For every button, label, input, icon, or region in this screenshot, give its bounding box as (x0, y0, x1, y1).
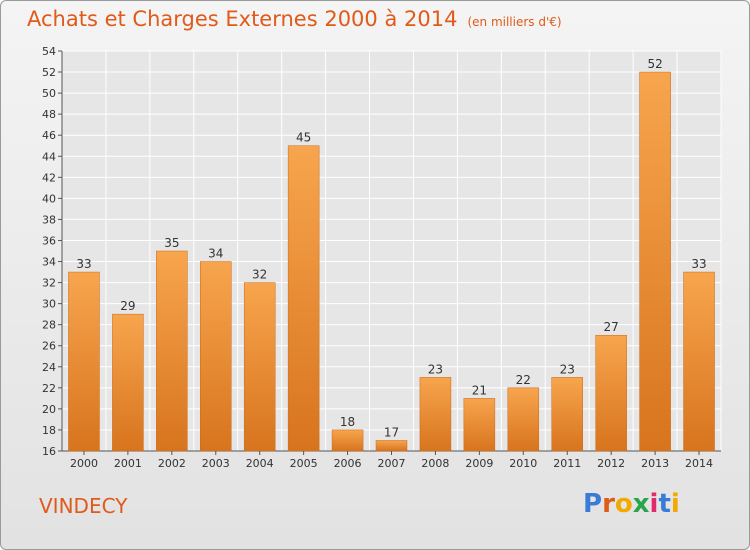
x-tick-label: 2008 (421, 457, 449, 470)
y-tick-label: 22 (42, 382, 56, 395)
bar-value-label: 33 (76, 257, 91, 271)
logo-letter: o (614, 489, 633, 519)
bar-value-label: 52 (647, 57, 662, 71)
logo-letter: i (649, 489, 659, 519)
y-tick-label: 44 (42, 150, 56, 163)
bar (112, 313, 144, 452)
bar-value-label: 23 (560, 362, 575, 376)
bar-value-label: 45 (296, 131, 311, 145)
bar-value-label: 23 (428, 362, 443, 376)
bar (68, 271, 100, 452)
bar (463, 398, 496, 452)
y-tick-label: 30 (42, 298, 56, 311)
logo-letter: i (670, 489, 680, 519)
y-tick-label: 20 (42, 403, 56, 416)
chart-subtitle: (en milliers d'€) (467, 15, 562, 29)
bar-value-label: 32 (252, 268, 267, 282)
y-tick-label: 34 (42, 256, 56, 269)
bar-value-label: 35 (164, 236, 179, 250)
x-tick-label: 2012 (597, 457, 625, 470)
bar-value-label: 22 (516, 373, 531, 387)
bar-value-label: 18 (340, 415, 355, 429)
bar-value-label: 29 (120, 299, 135, 313)
bar (375, 440, 408, 452)
logo-letter: x (632, 489, 650, 519)
logo-letter: t (658, 489, 671, 519)
y-tick-label: 52 (42, 66, 56, 79)
x-tick-label: 2002 (158, 457, 186, 470)
bar (331, 429, 364, 452)
x-tick-label: 2007 (378, 457, 406, 470)
chart-title: Achats et Charges Externes 2000 à 2014 (e… (27, 7, 562, 31)
bar (287, 145, 320, 452)
bar-value-label: 34 (208, 247, 223, 261)
y-tick-label: 50 (42, 87, 56, 100)
y-tick-label: 32 (42, 277, 56, 290)
y-tick-label: 54 (42, 45, 56, 58)
commune-name: VINDECY (39, 494, 128, 518)
y-tick-label: 26 (42, 340, 56, 353)
bar (419, 377, 452, 452)
proxiti-logo: Proxiti (583, 489, 680, 519)
x-tick-label: 2009 (465, 457, 493, 470)
x-tick-label: 2001 (114, 457, 142, 470)
x-tick-label: 2010 (509, 457, 537, 470)
bar-value-label: 33 (691, 257, 706, 271)
bar-value-label: 17 (384, 425, 399, 439)
x-tick-label: 2000 (70, 457, 98, 470)
bar (683, 271, 715, 452)
chart-title-text: Achats et Charges Externes 2000 à 2014 (27, 7, 458, 31)
y-tick-label: 24 (42, 361, 56, 374)
bar (507, 387, 540, 452)
bar (551, 377, 583, 452)
logo-letter: P (583, 489, 603, 519)
y-tick-label: 42 (42, 171, 56, 184)
y-tick-label: 16 (42, 445, 56, 458)
bar (200, 261, 232, 452)
bar (595, 334, 627, 452)
x-tick-label: 2006 (334, 457, 362, 470)
bar (639, 71, 671, 452)
y-tick-label: 48 (42, 108, 56, 121)
bar (243, 282, 276, 452)
y-tick-label: 46 (42, 129, 56, 142)
x-tick-label: 2011 (553, 457, 581, 470)
y-tick-label: 40 (42, 192, 56, 205)
bar-value-label: 27 (604, 320, 619, 334)
x-tick-label: 2013 (641, 457, 669, 470)
bar-value-label: 21 (472, 383, 487, 397)
x-tick-label: 2004 (246, 457, 274, 470)
y-tick-label: 36 (42, 234, 56, 247)
x-tick-label: 2014 (685, 457, 713, 470)
y-tick-label: 38 (42, 213, 56, 226)
y-tick-label: 28 (42, 319, 56, 332)
logo-letter: r (602, 489, 615, 519)
x-tick-label: 2003 (202, 457, 230, 470)
y-tick-label: 18 (42, 424, 56, 437)
bar (156, 250, 188, 452)
x-tick-label: 2005 (290, 457, 318, 470)
